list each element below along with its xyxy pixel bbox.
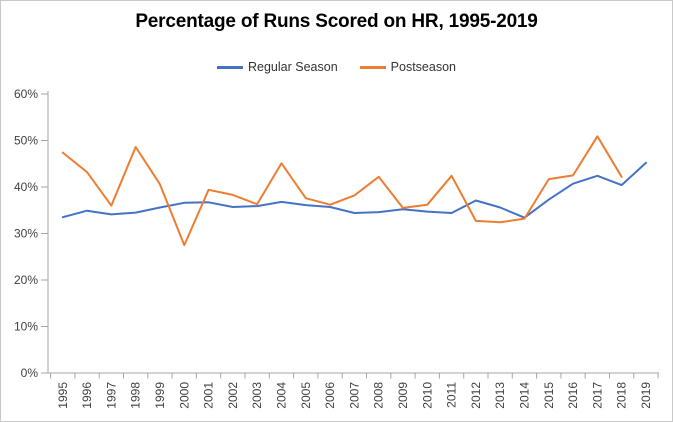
svg-text:2019: 2019	[639, 382, 653, 409]
svg-text:2013: 2013	[493, 382, 507, 409]
svg-text:2001: 2001	[202, 382, 216, 409]
svg-text:40%: 40%	[14, 180, 38, 194]
chart-title: Percentage of Runs Scored on HR, 1995-20…	[135, 11, 538, 32]
line-swatch-icon	[359, 65, 386, 69]
svg-text:2015: 2015	[542, 382, 556, 409]
svg-text:2003: 2003	[250, 382, 264, 409]
svg-text:2002: 2002	[226, 382, 240, 409]
svg-text:20%: 20%	[14, 273, 38, 287]
svg-text:1997: 1997	[104, 382, 118, 409]
svg-text:1996: 1996	[80, 382, 94, 409]
svg-text:2008: 2008	[372, 382, 386, 409]
svg-text:2004: 2004	[274, 382, 288, 409]
svg-text:2005: 2005	[299, 382, 313, 409]
svg-text:1998: 1998	[129, 382, 143, 409]
line-swatch-icon	[217, 65, 243, 69]
chart-legend: Regular Season Postseason	[1, 60, 672, 74]
legend-item-regular-season: Regular Season	[217, 60, 338, 74]
svg-text:2010: 2010	[420, 382, 434, 409]
svg-text:60%: 60%	[14, 87, 38, 101]
svg-text:2011: 2011	[445, 382, 459, 408]
svg-text:2016: 2016	[566, 382, 580, 409]
legend-label-regular-season: Regular Season	[248, 60, 338, 74]
svg-text:2014: 2014	[517, 382, 531, 409]
svg-text:1995: 1995	[56, 382, 70, 409]
svg-text:1999: 1999	[153, 382, 167, 409]
svg-text:2017: 2017	[590, 382, 604, 409]
svg-text:2007: 2007	[347, 382, 361, 409]
legend-item-postseason: Postseason	[359, 60, 456, 74]
svg-text:2012: 2012	[469, 382, 483, 409]
svg-text:30%: 30%	[14, 227, 38, 241]
svg-text:2018: 2018	[615, 382, 629, 409]
svg-text:2006: 2006	[323, 382, 337, 409]
svg-text:50%: 50%	[14, 134, 38, 148]
svg-text:10%: 10%	[14, 320, 38, 334]
legend-label-postseason: Postseason	[390, 60, 456, 74]
svg-text:2009: 2009	[396, 382, 410, 409]
svg-text:0%: 0%	[21, 366, 39, 380]
svg-text:2000: 2000	[177, 382, 191, 409]
